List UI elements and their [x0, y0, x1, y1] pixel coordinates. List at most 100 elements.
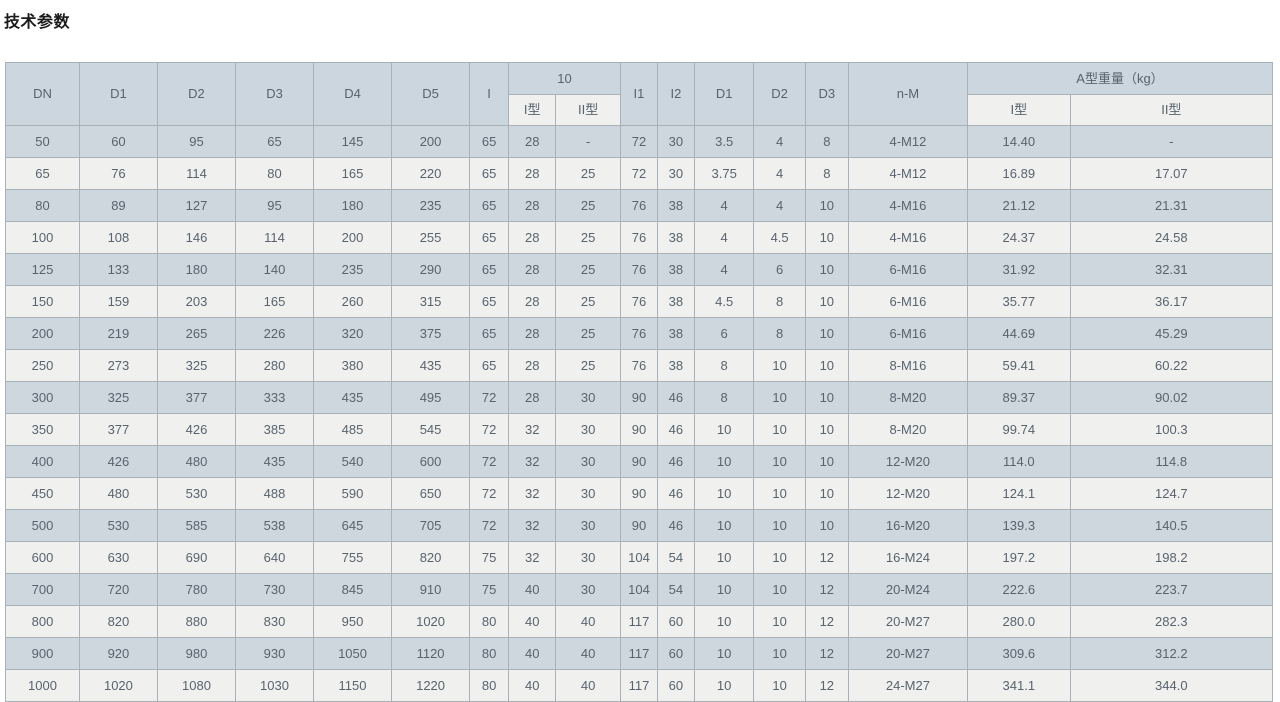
- table-cell: -: [1069, 125, 1274, 158]
- table-cell: 45.29: [1069, 317, 1274, 350]
- table-cell: 25: [555, 253, 621, 286]
- table-cell: 10: [753, 509, 806, 542]
- table-cell: 630: [78, 541, 158, 574]
- table-body: 50 60 95 65 145 200 65 28-72 30 3.5 4 8 4-M12 14.40-6…: [5, 125, 1274, 702]
- table-cell: 46: [656, 413, 695, 446]
- table-cell: 40: [555, 637, 621, 670]
- table-cell: 30: [555, 509, 621, 542]
- table-cell: 165: [313, 157, 393, 190]
- table-cell: 95: [234, 189, 315, 222]
- table-cell: 10: [693, 605, 755, 638]
- table-cell: 104: [619, 541, 658, 574]
- table-cell: 80: [234, 157, 315, 190]
- table-cell: 28: [508, 253, 557, 286]
- header-row-2: I型 II型 I型 II型: [6, 94, 1274, 126]
- table-row: 500 530 585 538 645 705 72 32 30 90 46 10 10 10 16-M20…: [5, 509, 1274, 542]
- table-cell: 20-M27: [847, 605, 968, 638]
- table-cell: 38: [656, 317, 695, 350]
- table-cell: 705: [391, 509, 471, 542]
- table-cell: 10: [753, 381, 806, 414]
- table-cell: 80: [469, 637, 510, 670]
- table-cell: 600: [5, 541, 80, 574]
- table-cell: 203: [156, 285, 236, 318]
- table-cell: 12: [804, 669, 849, 702]
- table-cell: 730: [234, 573, 315, 606]
- table-cell: 32: [508, 509, 557, 542]
- table-cell: 16-M20: [847, 509, 968, 542]
- table-cell: 76: [619, 285, 658, 318]
- table-cell: 1150: [313, 669, 393, 702]
- table-row: 350 377 426 385 485 545 72 32 30 90 46 10 10 10 8-M20 9…: [5, 413, 1274, 446]
- table-cell: 8: [804, 157, 849, 190]
- table-cell: 4: [693, 189, 755, 222]
- table-cell: 65: [469, 349, 510, 382]
- table-cell: 3.75: [693, 157, 755, 190]
- table-cell: 8-M20: [847, 413, 968, 446]
- table-cell: 35.77: [966, 285, 1071, 318]
- table-cell: 12: [804, 637, 849, 670]
- col-header-d3-b: D3: [804, 62, 849, 126]
- table-cell: 10: [804, 189, 849, 222]
- table-cell: 4-M16: [847, 221, 968, 254]
- table-cell: 8-M16: [847, 349, 968, 382]
- table-cell: 426: [78, 445, 158, 478]
- table-cell: 60: [78, 125, 158, 158]
- table-cell: 1030: [234, 669, 315, 702]
- table-cell: 4: [753, 125, 806, 158]
- table-cell: 40: [555, 669, 621, 702]
- table-cell: 76: [78, 157, 158, 190]
- table-cell: 10: [693, 509, 755, 542]
- table-cell: 4: [753, 157, 806, 190]
- table-cell: 10: [804, 413, 849, 446]
- table-cell: 28: [508, 285, 557, 318]
- table-cell: 6-M16: [847, 285, 968, 318]
- table-cell: 30: [555, 381, 621, 414]
- table-cell: 16.89: [966, 157, 1071, 190]
- table-cell: 117: [619, 605, 658, 638]
- table-cell: 600: [391, 445, 471, 478]
- table-cell: 40: [508, 573, 557, 606]
- table-cell: 325: [156, 349, 236, 382]
- table-cell: 235: [391, 189, 471, 222]
- table-cell: 480: [156, 445, 236, 478]
- table-cell: 235: [313, 253, 393, 286]
- table-cell: 309.6: [966, 637, 1071, 670]
- table-cell: 150: [5, 285, 80, 318]
- table-cell: 10: [693, 477, 755, 510]
- table-cell: 90: [619, 509, 658, 542]
- table-cell: 700: [5, 573, 80, 606]
- header-row-1: DN D1 D2 D3 D4 D5 I 10 I1 I2 D1 D2 D3 n-…: [5, 62, 1274, 126]
- table-cell: 830: [234, 605, 315, 638]
- table-cell: 32.31: [1069, 253, 1274, 286]
- table-cell: 545: [391, 413, 471, 446]
- table-cell: 10: [753, 477, 806, 510]
- col-group-header-weight: A型重量（kg）: [966, 62, 1274, 95]
- table-cell: -: [555, 125, 621, 158]
- table-cell: 65: [469, 157, 510, 190]
- table-cell: 117: [619, 637, 658, 670]
- table-cell: 24-M27: [847, 669, 968, 702]
- table-row: 80 89 127 95 180 235 65 28 25 76 38 4 4 10 4-M16 21.12 2…: [5, 189, 1274, 222]
- table-cell: 377: [156, 381, 236, 414]
- table-cell: 4.5: [753, 221, 806, 254]
- table-cell: 14.40: [966, 125, 1071, 158]
- table-cell: 38: [656, 285, 695, 318]
- table-cell: 585: [156, 509, 236, 542]
- col-header-i: I: [469, 62, 510, 126]
- table-cell: 90: [619, 413, 658, 446]
- table-cell: 4: [693, 221, 755, 254]
- table-row: 400 426 480 435 540 600 72 32 30 90 46 10 10 10 12-M20…: [5, 445, 1274, 478]
- table-cell: 99.74: [966, 413, 1071, 446]
- table-cell: 480: [78, 477, 158, 510]
- table-cell: 60: [656, 637, 695, 670]
- table-cell: 60: [656, 669, 695, 702]
- table-cell: 25: [555, 189, 621, 222]
- table-cell: 10: [753, 637, 806, 670]
- table-cell: 25: [555, 157, 621, 190]
- table-cell: 980: [156, 637, 236, 670]
- table-cell: 10: [753, 605, 806, 638]
- table-cell: 4-M12: [847, 157, 968, 190]
- table-cell: 90: [619, 381, 658, 414]
- table-cell: 100.3: [1069, 413, 1274, 446]
- table-cell: 8: [804, 125, 849, 158]
